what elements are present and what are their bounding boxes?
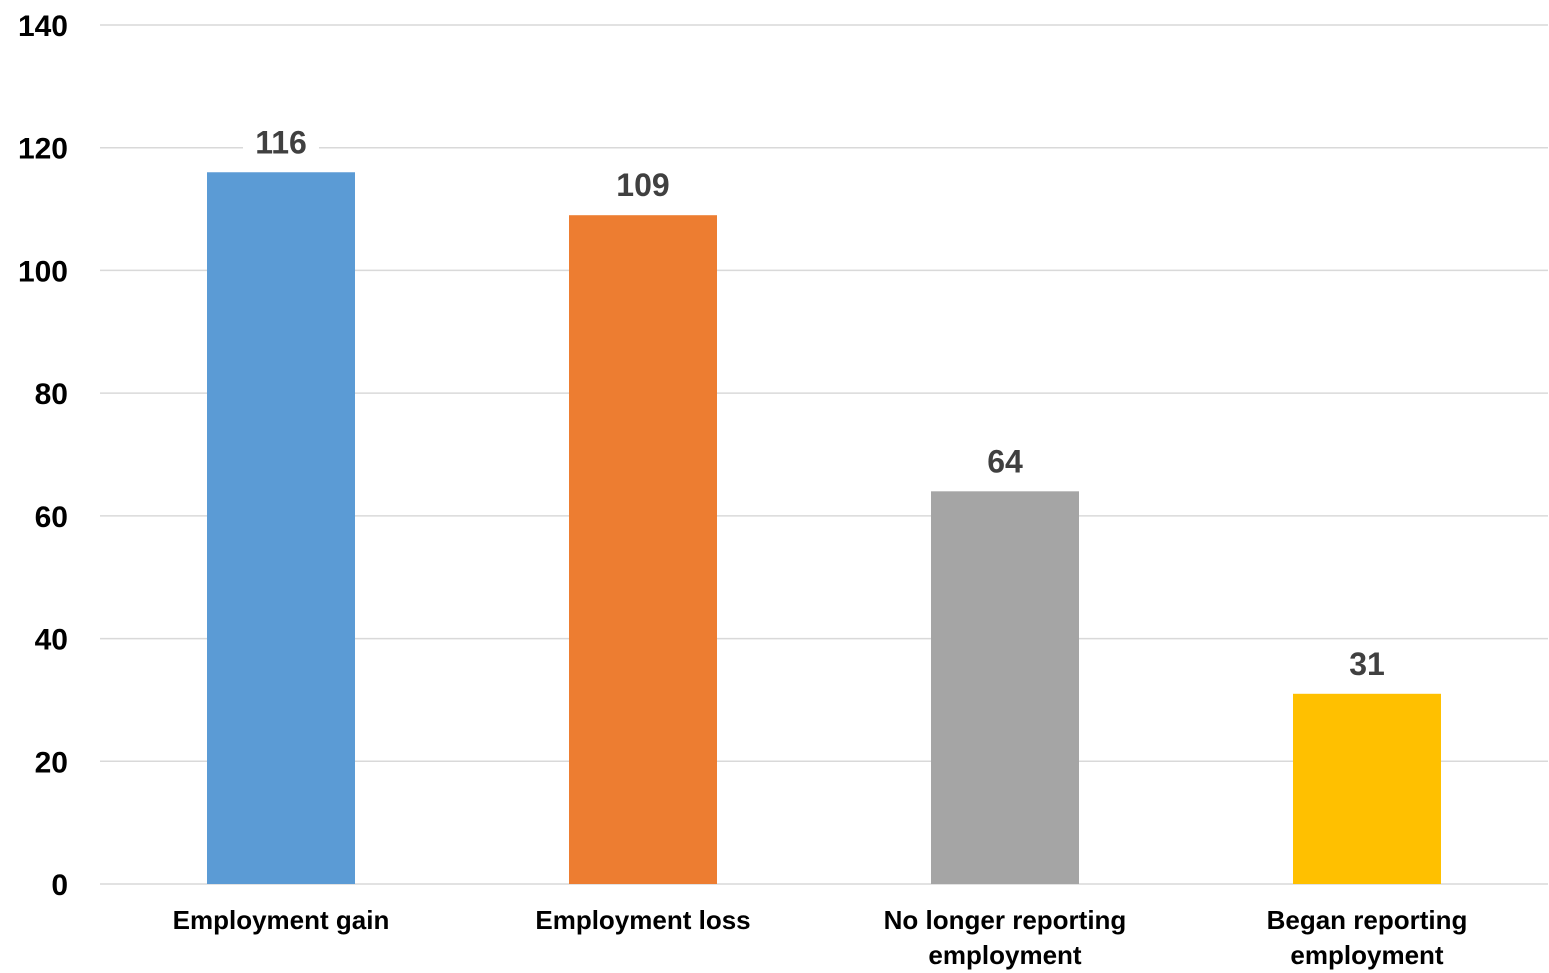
bar (931, 491, 1079, 884)
y-tick-label: 0 (51, 869, 68, 902)
data-label-background (243, 125, 319, 164)
data-label: 64 (987, 443, 1023, 479)
bar (569, 215, 717, 884)
data-label: 116 (255, 124, 307, 160)
bar (1293, 693, 1441, 884)
data-label: 31 (1349, 646, 1385, 682)
data-label-background (605, 168, 681, 207)
bars (207, 172, 1441, 884)
category-label: employment (928, 940, 1081, 970)
y-axis-tick-labels: 0 20 40 60 80 100 120 140 (18, 10, 68, 902)
y-tick-label: 120 (18, 133, 68, 166)
data-label-background (967, 444, 1043, 483)
category-label: No longer reporting (884, 905, 1127, 935)
data-labels: 116 109 64 31 (243, 124, 1405, 685)
y-tick-label: 100 (18, 255, 68, 288)
y-tick-label: 80 (35, 378, 68, 411)
y-tick-label: 40 (35, 624, 68, 657)
y-tick-label: 20 (35, 746, 68, 779)
bar (207, 172, 355, 884)
y-tick-label: 140 (18, 10, 68, 43)
category-label: employment (1290, 940, 1443, 970)
category-label: Began reporting (1267, 905, 1468, 935)
data-label-background (1329, 646, 1405, 685)
category-labels: Employment gain Employment loss No longer … (173, 905, 1468, 970)
category-label: Employment loss (535, 905, 750, 935)
y-tick-label: 60 (35, 501, 68, 534)
category-label: Employment gain (173, 905, 390, 935)
data-label: 109 (616, 167, 669, 203)
